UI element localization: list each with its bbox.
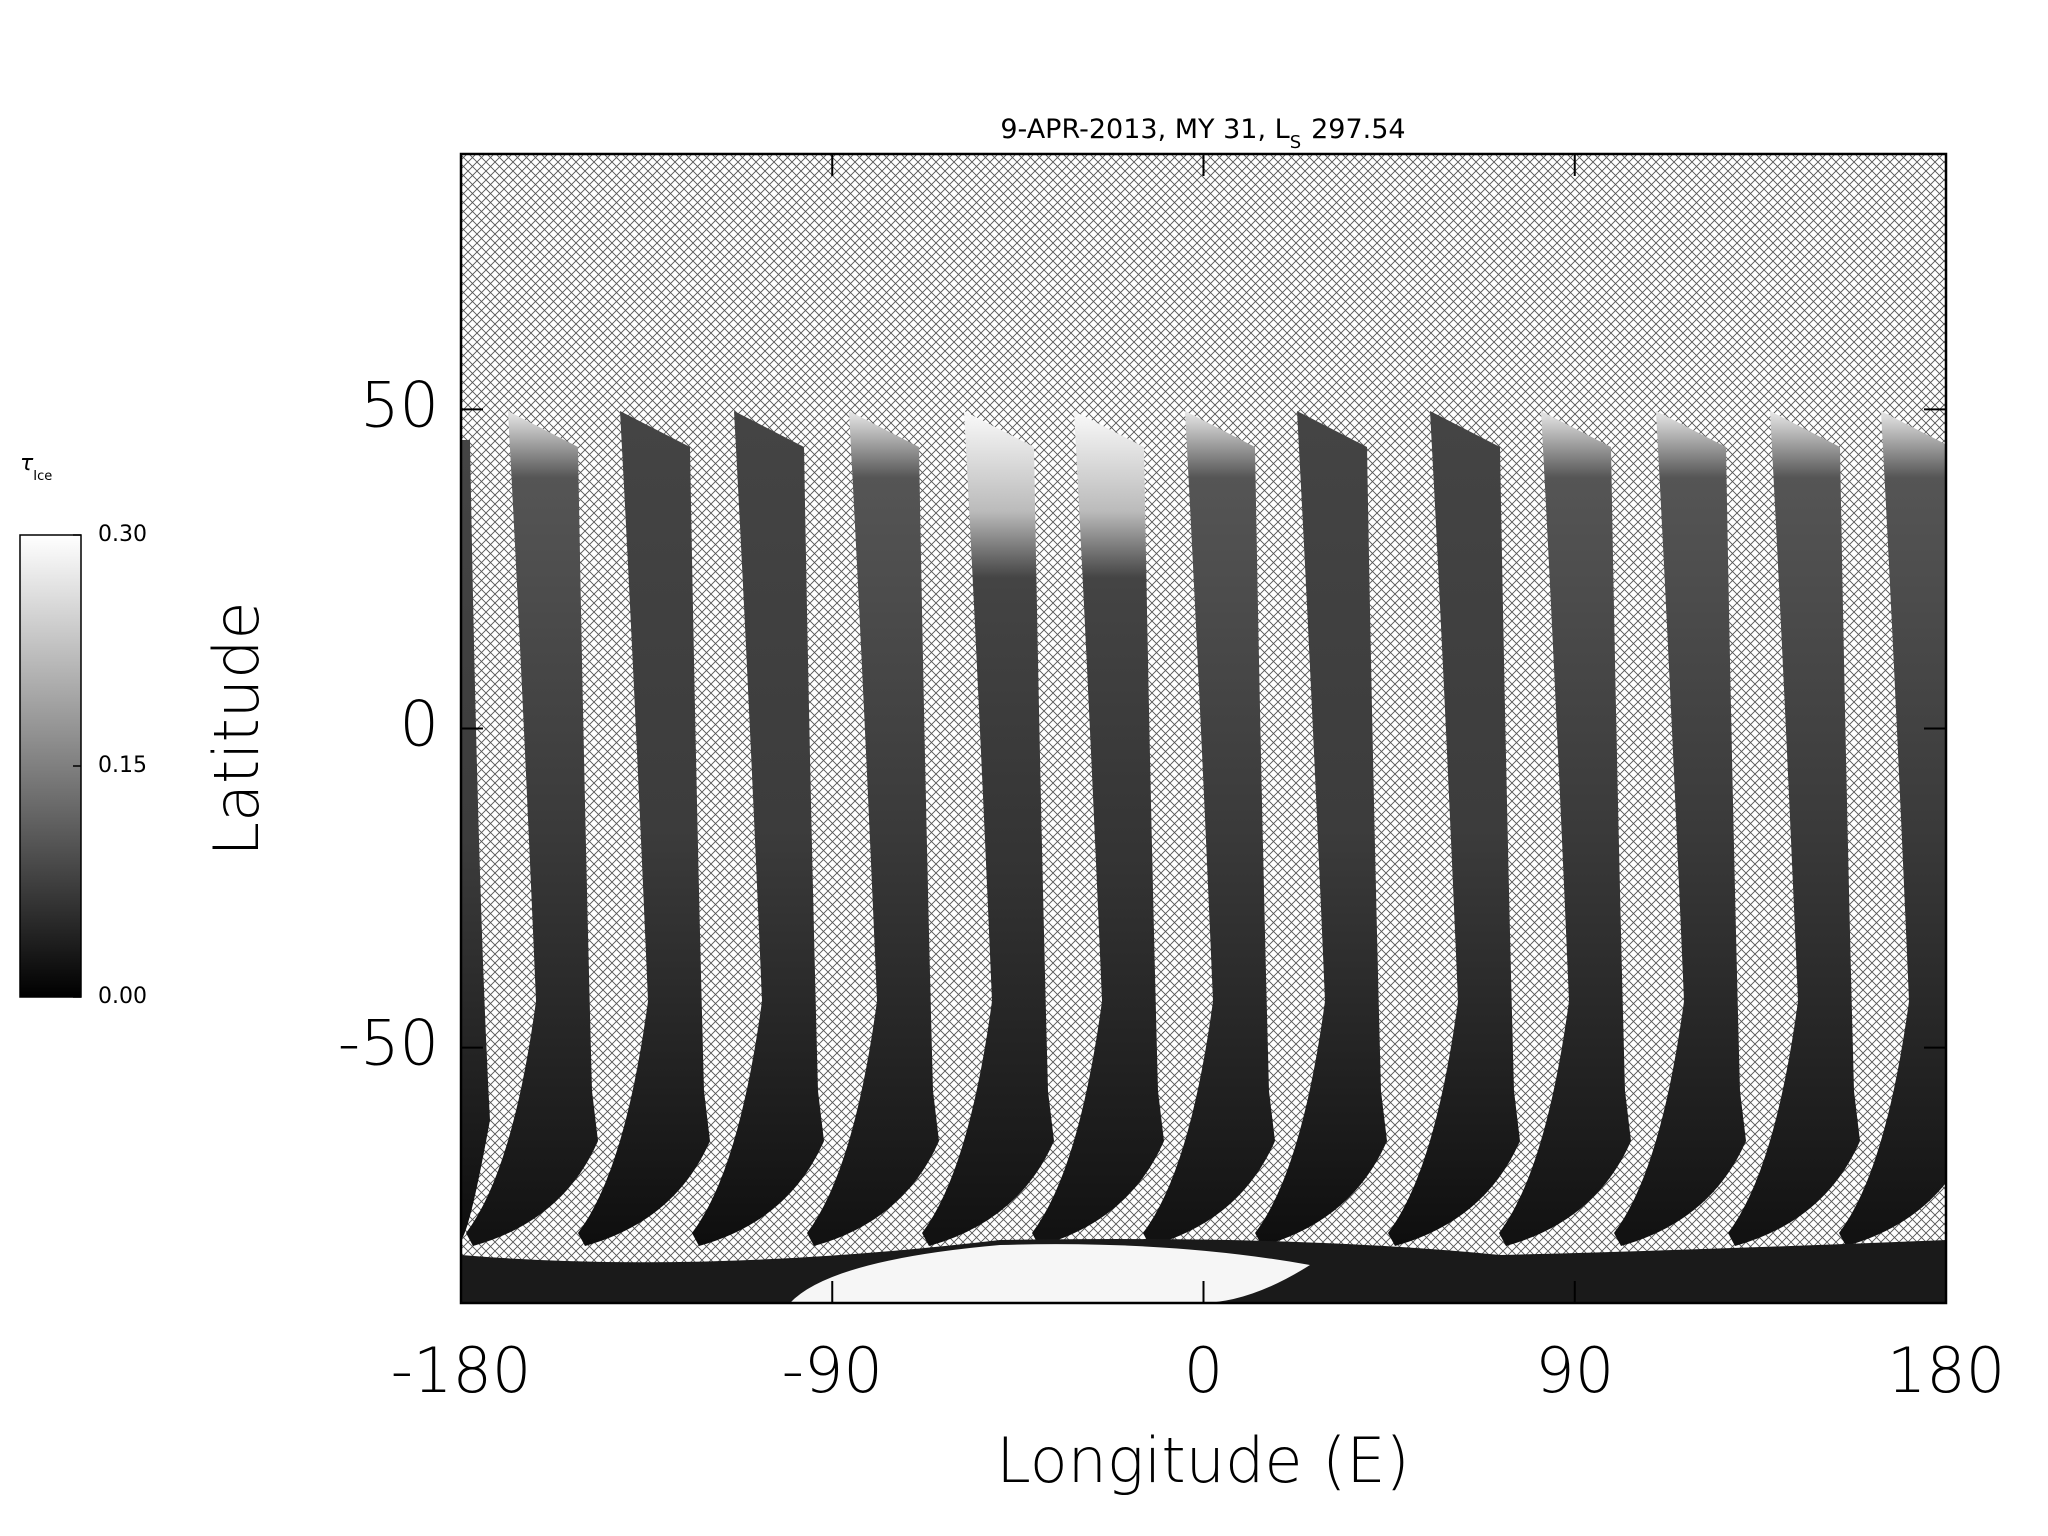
chart-title: 9-APR-2013, MY 31, LS 297.54 (1000, 114, 1405, 153)
colorbar-tick-label: 0.30 (98, 522, 147, 547)
y-tick-label: 0 (400, 688, 439, 761)
x-tick-label: -180 (391, 1334, 532, 1407)
x-tick-label: 180 (1887, 1334, 2005, 1407)
swath (461, 440, 490, 1240)
colorbar-symbol: τ (20, 451, 34, 476)
colorbar-label: τIce (20, 451, 52, 484)
y-tick-label: 50 (360, 368, 439, 441)
title-subscript: S (1290, 132, 1301, 153)
polar-bright-region (790, 1244, 1310, 1303)
x-tick-label: -90 (782, 1334, 883, 1407)
colorbar-tick-label: 0.15 (98, 753, 147, 778)
y-axis-label: Latitude (200, 601, 273, 856)
colorbar-subscript: Ice (33, 469, 52, 484)
colorbar-tick-label: 0.00 (98, 984, 147, 1009)
x-axis-label: Longitude (E) (996, 1424, 1409, 1497)
title-main: 9-APR-2013, MY 31, L (1000, 114, 1289, 145)
x-tick-label: 0 (1184, 1334, 1223, 1407)
plot-image (461, 154, 1946, 1303)
x-tick-label: 90 (1535, 1334, 1614, 1407)
colorbar (19, 534, 82, 998)
title-suffix: 297.54 (1311, 114, 1405, 145)
y-tick-label: -50 (338, 1007, 439, 1080)
